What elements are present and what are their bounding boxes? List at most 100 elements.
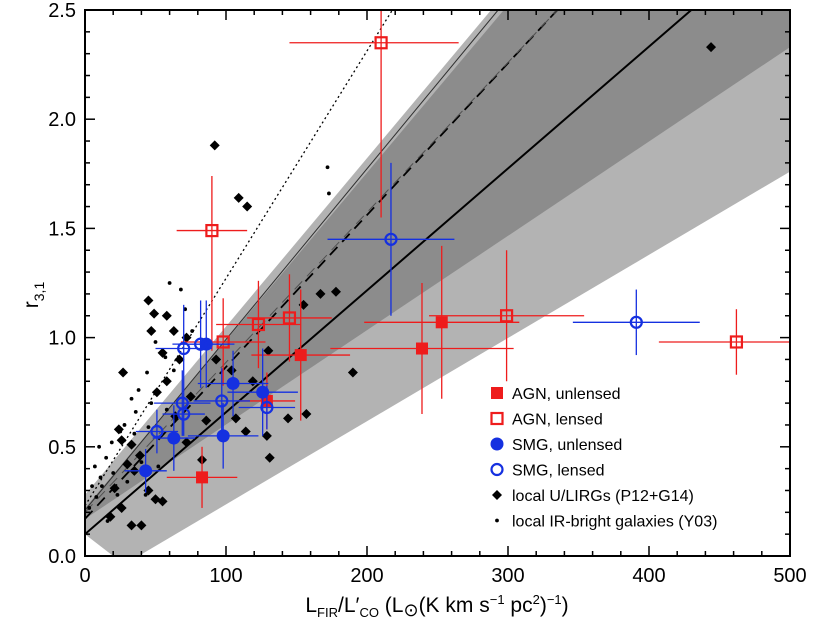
data-point — [264, 452, 275, 463]
y-tick-label: 0.0 — [48, 546, 76, 568]
data-point — [136, 388, 141, 392]
series-1 — [176, 10, 790, 386]
data-point — [143, 492, 148, 497]
fit-dotted — [85, 10, 393, 507]
data-point — [260, 400, 274, 415]
data-point — [97, 444, 101, 449]
data-point — [629, 315, 643, 329]
data-point — [104, 455, 109, 460]
data-point — [240, 426, 251, 437]
data-point — [201, 415, 212, 426]
legend-marker — [490, 411, 504, 426]
plot-frame — [84, 9, 791, 557]
data-point — [132, 431, 137, 436]
data-point — [181, 437, 192, 448]
data-point — [151, 387, 162, 398]
data-point — [171, 368, 176, 373]
data-point — [136, 520, 147, 531]
data-point — [185, 391, 196, 402]
data-point — [174, 354, 185, 365]
data-point — [98, 475, 103, 480]
x-tick-label: 100 — [209, 565, 242, 587]
data-point — [499, 309, 514, 323]
data-point — [149, 308, 160, 319]
data-point — [196, 471, 209, 484]
data-point — [126, 439, 137, 450]
data-point — [149, 401, 154, 406]
data-point — [384, 232, 398, 246]
data-point — [118, 367, 129, 378]
data-point — [282, 311, 297, 325]
data-point — [163, 355, 168, 360]
data-point — [177, 341, 191, 356]
data-point — [133, 409, 138, 414]
data-point — [435, 316, 448, 329]
data-point — [261, 430, 272, 441]
data-point — [205, 223, 219, 238]
data-point — [87, 506, 92, 510]
data-point — [256, 385, 270, 399]
data-point — [190, 329, 195, 333]
data-point — [146, 425, 151, 430]
legend-item: AGN, lensed — [490, 411, 603, 429]
fit-thin-dashed — [85, 10, 558, 513]
series-3 — [135, 162, 700, 454]
data-point — [301, 409, 312, 420]
data-point — [233, 192, 244, 203]
data-point — [283, 413, 294, 424]
series-4 — [105, 42, 717, 531]
data-point — [143, 295, 154, 306]
data-point — [216, 335, 230, 349]
legend-marker — [490, 462, 504, 477]
legend-item: SMG, unlensed — [490, 437, 622, 454]
x-tick-label: 0 — [79, 565, 90, 587]
legend-item: local U/LIRGs (P12+G14) — [492, 488, 694, 505]
data-point — [167, 281, 172, 285]
y-tick-label: 2.0 — [48, 109, 76, 131]
legend-label: SMG, lensed — [512, 463, 604, 480]
data-point — [146, 326, 157, 337]
x-tick-label: 300 — [491, 565, 524, 587]
data-point — [153, 340, 158, 344]
x-tick-label: 400 — [632, 565, 665, 587]
data-point — [161, 310, 172, 321]
data-point — [242, 201, 253, 212]
data-point — [116, 502, 127, 513]
data-point — [194, 337, 208, 351]
data-point — [111, 471, 116, 475]
data-point — [347, 367, 358, 378]
data-point — [167, 431, 181, 445]
legend-marker — [495, 518, 499, 523]
data-point — [226, 365, 237, 376]
y-axis-label: r3,1 — [20, 282, 47, 309]
data-point — [100, 484, 104, 489]
data-point — [122, 459, 133, 470]
legend-marker — [492, 490, 502, 500]
data-point — [109, 483, 120, 494]
legend-marker — [490, 437, 504, 451]
legend-item: SMG, lensed — [490, 462, 604, 480]
data-point — [126, 520, 137, 531]
data-point — [215, 394, 229, 408]
data-point — [706, 42, 717, 53]
data-point — [90, 484, 94, 489]
data-point — [415, 342, 428, 355]
x-axis-label: LFIR/L′CO (L⊙(K km s−1 pc2)−1) — [305, 592, 568, 620]
series-5 — [87, 165, 331, 523]
data-point — [92, 464, 97, 469]
legend-label: local U/LIRGs (P12+G14) — [512, 488, 694, 505]
data-point — [150, 424, 164, 439]
y-tick-label: 1.5 — [48, 218, 76, 240]
data-point — [315, 288, 326, 299]
data-point — [216, 429, 230, 443]
legend-item: local IR-bright galaxies (Y03) — [495, 514, 717, 531]
data-point — [116, 435, 127, 446]
legend-marker — [491, 387, 503, 399]
data-point — [118, 429, 123, 434]
legend-label: local IR-bright galaxies (Y03) — [512, 514, 717, 531]
data-point — [330, 286, 341, 297]
data-point — [327, 191, 331, 196]
legend-label: AGN, unlensed — [512, 386, 621, 403]
data-point — [134, 450, 145, 461]
